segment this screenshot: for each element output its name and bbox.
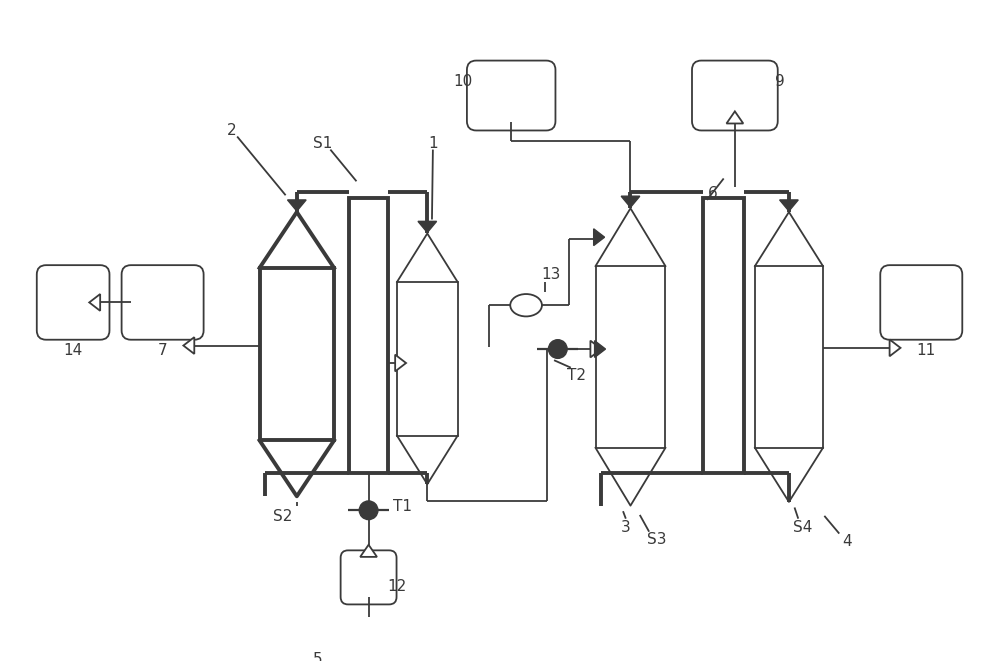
FancyBboxPatch shape — [692, 61, 778, 130]
Text: T2: T2 — [567, 368, 586, 383]
FancyBboxPatch shape — [755, 266, 823, 448]
Text: T1: T1 — [393, 499, 412, 514]
Polygon shape — [590, 340, 601, 358]
Text: 7: 7 — [158, 344, 167, 358]
Text: 10: 10 — [453, 74, 472, 89]
FancyBboxPatch shape — [37, 265, 109, 340]
Polygon shape — [89, 294, 100, 311]
FancyBboxPatch shape — [467, 61, 555, 130]
Polygon shape — [780, 200, 798, 211]
FancyBboxPatch shape — [260, 268, 334, 440]
Polygon shape — [621, 196, 640, 208]
FancyBboxPatch shape — [880, 265, 962, 340]
Polygon shape — [183, 337, 194, 354]
FancyBboxPatch shape — [122, 265, 204, 340]
Text: S1: S1 — [313, 136, 333, 151]
Polygon shape — [360, 545, 377, 557]
Text: S2: S2 — [273, 510, 293, 524]
Text: 1: 1 — [428, 136, 438, 151]
FancyBboxPatch shape — [703, 198, 744, 473]
Polygon shape — [890, 340, 900, 356]
FancyBboxPatch shape — [596, 266, 665, 448]
Polygon shape — [594, 229, 605, 246]
Polygon shape — [395, 355, 406, 371]
Text: 11: 11 — [916, 344, 936, 358]
Text: 13: 13 — [542, 267, 561, 282]
Text: 4: 4 — [842, 533, 852, 549]
FancyBboxPatch shape — [349, 198, 388, 473]
Polygon shape — [287, 200, 306, 211]
Text: 12: 12 — [387, 579, 406, 594]
Text: S4: S4 — [793, 520, 813, 535]
Polygon shape — [726, 111, 743, 124]
Text: 2: 2 — [227, 124, 236, 138]
Text: 9: 9 — [775, 74, 784, 89]
FancyBboxPatch shape — [397, 282, 458, 436]
Text: 5: 5 — [313, 652, 322, 661]
Ellipse shape — [510, 294, 542, 317]
Polygon shape — [595, 340, 606, 358]
Text: 3: 3 — [621, 520, 631, 535]
Polygon shape — [418, 221, 437, 233]
FancyBboxPatch shape — [341, 551, 397, 604]
Circle shape — [548, 340, 567, 358]
Circle shape — [359, 501, 378, 520]
Text: S3: S3 — [647, 531, 666, 547]
Text: 14: 14 — [64, 344, 83, 358]
Text: 6: 6 — [708, 186, 717, 201]
